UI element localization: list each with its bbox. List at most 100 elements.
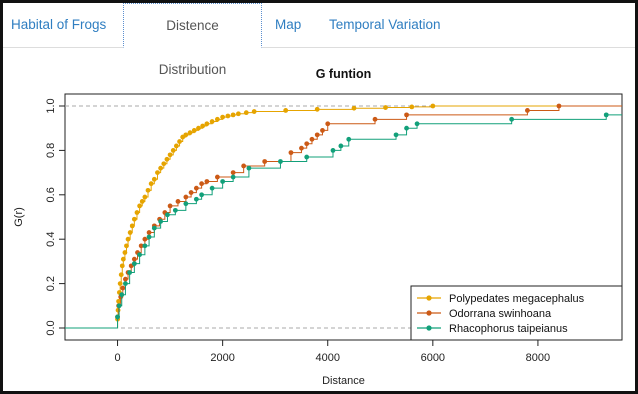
series-point bbox=[404, 125, 409, 131]
series-point bbox=[330, 148, 336, 153]
series-point bbox=[137, 252, 143, 258]
series-point bbox=[170, 148, 176, 153]
series-point bbox=[172, 207, 178, 213]
series-point bbox=[191, 128, 197, 133]
series-point bbox=[230, 112, 236, 118]
y-tick-label: 0.8 bbox=[45, 143, 57, 158]
series-point bbox=[167, 152, 173, 158]
series-point bbox=[120, 285, 126, 291]
series-point bbox=[137, 203, 143, 209]
tab-distence-distribution[interactable]: Distence Distribution bbox=[123, 3, 262, 77]
series-point bbox=[199, 192, 205, 198]
series-point bbox=[183, 194, 189, 200]
series-point bbox=[230, 174, 236, 180]
series-point bbox=[127, 270, 133, 275]
series-point bbox=[131, 261, 137, 267]
series-point bbox=[148, 181, 154, 187]
x-axis-label: Distance bbox=[322, 375, 365, 387]
series-point bbox=[243, 110, 249, 116]
series-point bbox=[525, 108, 530, 113]
series-point bbox=[204, 179, 210, 184]
series-point bbox=[414, 121, 420, 127]
series-point bbox=[142, 194, 148, 200]
series-point bbox=[161, 161, 167, 167]
series-point bbox=[262, 159, 268, 164]
chart-title: G funtion bbox=[316, 67, 372, 81]
x-tick-label: 6000 bbox=[421, 352, 445, 364]
y-tick-label: 0.2 bbox=[45, 276, 57, 291]
series-point bbox=[241, 163, 247, 169]
series-point bbox=[175, 199, 181, 204]
legend-label: Odorrana swinhoana bbox=[449, 308, 552, 320]
series-point bbox=[603, 112, 609, 118]
series-point bbox=[151, 225, 157, 231]
series-point bbox=[120, 256, 126, 262]
series-point bbox=[134, 210, 140, 215]
series-point bbox=[139, 199, 145, 204]
tab-habital-of-frogs[interactable]: Habital of Frogs bbox=[11, 17, 107, 32]
series-point bbox=[220, 179, 226, 184]
series-point bbox=[299, 145, 304, 151]
series-point bbox=[193, 196, 199, 202]
series-point bbox=[167, 203, 173, 209]
series-point bbox=[314, 132, 320, 138]
series-point bbox=[338, 143, 344, 149]
series-point bbox=[174, 143, 179, 149]
y-axis-label: G(r) bbox=[13, 207, 25, 227]
series-point bbox=[346, 136, 352, 142]
series-point bbox=[119, 263, 125, 269]
legend-swatch-point bbox=[426, 325, 432, 331]
series-point bbox=[127, 230, 133, 235]
series-point bbox=[146, 230, 152, 235]
series-point bbox=[125, 236, 131, 242]
series-point bbox=[115, 314, 120, 320]
tab-temporal-variation[interactable]: Temporal Variation bbox=[329, 17, 441, 32]
series-point bbox=[193, 185, 199, 191]
series-point bbox=[351, 105, 357, 111]
series-point bbox=[158, 219, 164, 224]
series-point bbox=[142, 236, 148, 242]
series-point bbox=[115, 307, 121, 313]
series-point bbox=[117, 281, 123, 286]
series-point bbox=[116, 298, 121, 304]
series-point bbox=[220, 114, 226, 120]
series-point bbox=[118, 272, 124, 278]
plot-frame bbox=[64, 93, 623, 341]
series-point bbox=[122, 250, 128, 255]
series-point bbox=[430, 103, 436, 109]
x-tick-label: 2000 bbox=[210, 352, 234, 364]
series-point bbox=[393, 132, 399, 138]
series-point bbox=[155, 170, 160, 176]
series-point bbox=[183, 201, 189, 207]
series-point bbox=[158, 165, 164, 171]
series-point bbox=[151, 176, 157, 182]
series-point bbox=[119, 292, 125, 298]
series-point bbox=[304, 141, 310, 147]
series-point bbox=[142, 243, 148, 249]
series-point bbox=[187, 130, 193, 136]
series-point bbox=[314, 106, 320, 112]
series-point bbox=[372, 116, 378, 122]
legend-swatch-point bbox=[426, 310, 432, 316]
series-point bbox=[288, 150, 294, 156]
x-tick-label: 8000 bbox=[526, 352, 550, 364]
series-point bbox=[246, 165, 252, 171]
x-tick-label: 0 bbox=[114, 352, 120, 364]
y-tick-label: 0.4 bbox=[45, 232, 57, 247]
series-point bbox=[409, 104, 415, 110]
series-point bbox=[204, 121, 210, 127]
series-point bbox=[278, 159, 283, 164]
legend-box bbox=[410, 285, 623, 341]
tab-map[interactable]: Map bbox=[275, 17, 302, 32]
x-tick-label: 4000 bbox=[315, 352, 339, 364]
series-point bbox=[196, 125, 201, 131]
series-point bbox=[124, 243, 129, 249]
series-point bbox=[188, 190, 194, 195]
series-point bbox=[214, 174, 220, 180]
series-point bbox=[199, 181, 205, 187]
series-point bbox=[146, 234, 152, 240]
series-point bbox=[131, 216, 137, 222]
series-point bbox=[209, 185, 215, 191]
